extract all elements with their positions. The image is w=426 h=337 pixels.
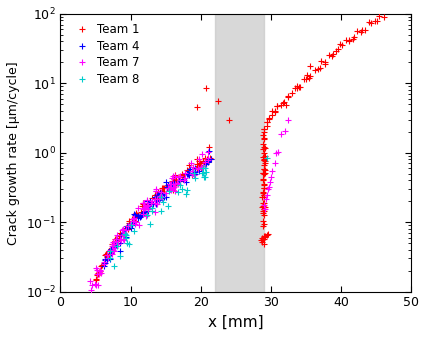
Team 4 xyxy=(161,194,167,198)
Team 8 xyxy=(201,171,206,175)
Team 8 xyxy=(123,233,128,237)
Legend: Team 1, Team 4, Team 7, Team 8: Team 1, Team 4, Team 7, Team 8 xyxy=(66,20,143,89)
Team 7 xyxy=(132,216,137,220)
Team 8 xyxy=(150,206,155,210)
Team 1 xyxy=(202,156,207,160)
Team 8 xyxy=(184,188,189,192)
Team 8 xyxy=(161,201,166,205)
Team 8 xyxy=(124,236,129,240)
Line: Team 1: Team 1 xyxy=(93,155,214,283)
Line: Team 4: Team 4 xyxy=(101,148,213,269)
Team 4 xyxy=(207,149,212,153)
Team 7 xyxy=(108,248,113,252)
Team 8 xyxy=(123,232,128,236)
Team 8 xyxy=(147,221,152,225)
Team 7 xyxy=(206,150,211,154)
Team 8 xyxy=(203,175,208,179)
Team 8 xyxy=(150,209,155,213)
Bar xyxy=(215,14,264,292)
Team 7 xyxy=(114,233,119,237)
Team 7 xyxy=(89,288,94,292)
Team 8 xyxy=(114,244,119,248)
Team 8 xyxy=(176,190,181,194)
Team 4 xyxy=(101,264,106,268)
Team 7 xyxy=(124,228,129,232)
X-axis label: x [mm]: x [mm] xyxy=(208,315,264,330)
Team 4 xyxy=(114,242,119,246)
Team 8 xyxy=(145,213,150,217)
Team 8 xyxy=(192,171,197,175)
Team 1 xyxy=(173,179,178,183)
Team 8 xyxy=(184,192,189,196)
Team 8 xyxy=(202,175,207,179)
Line: Team 7: Team 7 xyxy=(89,150,211,293)
Line: Team 8: Team 8 xyxy=(107,165,209,269)
Team 7 xyxy=(189,172,194,176)
Team 1 xyxy=(127,218,132,222)
Team 8 xyxy=(166,189,171,193)
Team 8 xyxy=(108,256,113,260)
Team 8 xyxy=(177,183,182,187)
Team 8 xyxy=(192,176,197,180)
Team 8 xyxy=(200,166,205,170)
Team 4 xyxy=(184,172,190,176)
Team 8 xyxy=(166,204,171,208)
Team 1 xyxy=(205,158,210,162)
Team 8 xyxy=(108,249,113,253)
Team 4 xyxy=(205,159,210,163)
Team 8 xyxy=(127,242,132,246)
Team 8 xyxy=(158,195,163,199)
Team 8 xyxy=(118,254,123,258)
Y-axis label: Crack growth rate [μm/cycle]: Crack growth rate [μm/cycle] xyxy=(7,61,20,245)
Team 1 xyxy=(201,159,206,163)
Team 8 xyxy=(199,171,204,175)
Team 8 xyxy=(179,187,184,191)
Team 1 xyxy=(150,196,155,200)
Team 1 xyxy=(208,157,213,161)
Team 1 xyxy=(93,278,98,282)
Team 4 xyxy=(186,170,191,174)
Team 7 xyxy=(154,202,159,206)
Team 8 xyxy=(111,264,116,268)
Team 8 xyxy=(159,209,164,213)
Team 4 xyxy=(135,214,140,218)
Team 4 xyxy=(208,157,213,161)
Team 1 xyxy=(142,205,147,209)
Team 8 xyxy=(202,166,207,170)
Team 8 xyxy=(132,229,137,233)
Team 8 xyxy=(204,170,209,174)
Team 8 xyxy=(124,241,129,245)
Team 8 xyxy=(128,223,133,227)
